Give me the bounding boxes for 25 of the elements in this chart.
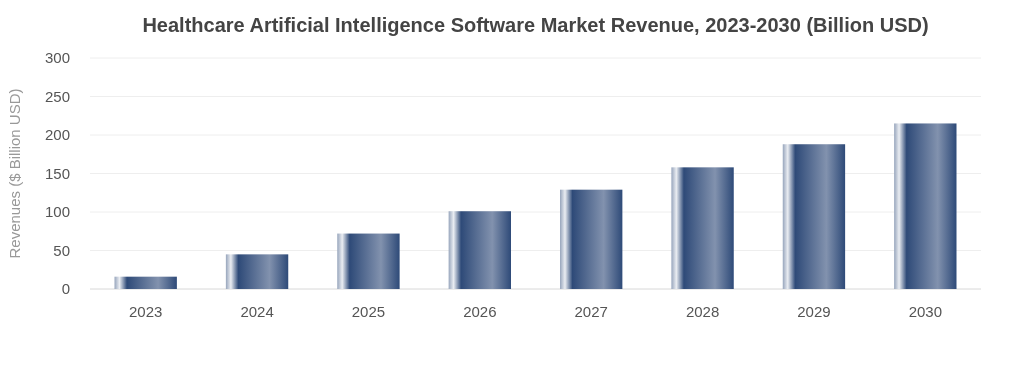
bar (894, 123, 957, 289)
x-tick-label: 2023 (129, 303, 163, 320)
bar (337, 233, 400, 289)
x-tick-label: 2025 (351, 303, 386, 320)
bar (114, 276, 177, 289)
y-tick-label: 100 (44, 203, 70, 221)
bar (671, 167, 734, 289)
x-tick-label: 2029 (797, 303, 831, 320)
y-tick-label: 50 (53, 241, 70, 259)
x-tick-label: 2024 (240, 303, 274, 320)
bar (782, 144, 846, 289)
y-tick-label: 250 (44, 87, 70, 105)
y-tick-label: 150 (44, 164, 70, 182)
bar (448, 211, 511, 289)
y-tick-label: 300 (44, 49, 70, 67)
bar (225, 254, 289, 289)
x-tick-label: 2026 (463, 303, 497, 320)
chart-title: Healthcare Artificial Intelligence Software Market Revenue, 2023-2030 (Billion USD) (142, 14, 929, 36)
x-tick-label: 2028 (685, 303, 720, 320)
y-tick-label: 0 (61, 280, 70, 298)
y-axis-title: Revenues ($ Billion USD) (6, 88, 23, 259)
x-tick-label: 2030 (908, 303, 942, 320)
x-tick-label: 2027 (574, 303, 608, 320)
y-tick-label: 200 (44, 126, 70, 144)
bar (560, 189, 623, 289)
